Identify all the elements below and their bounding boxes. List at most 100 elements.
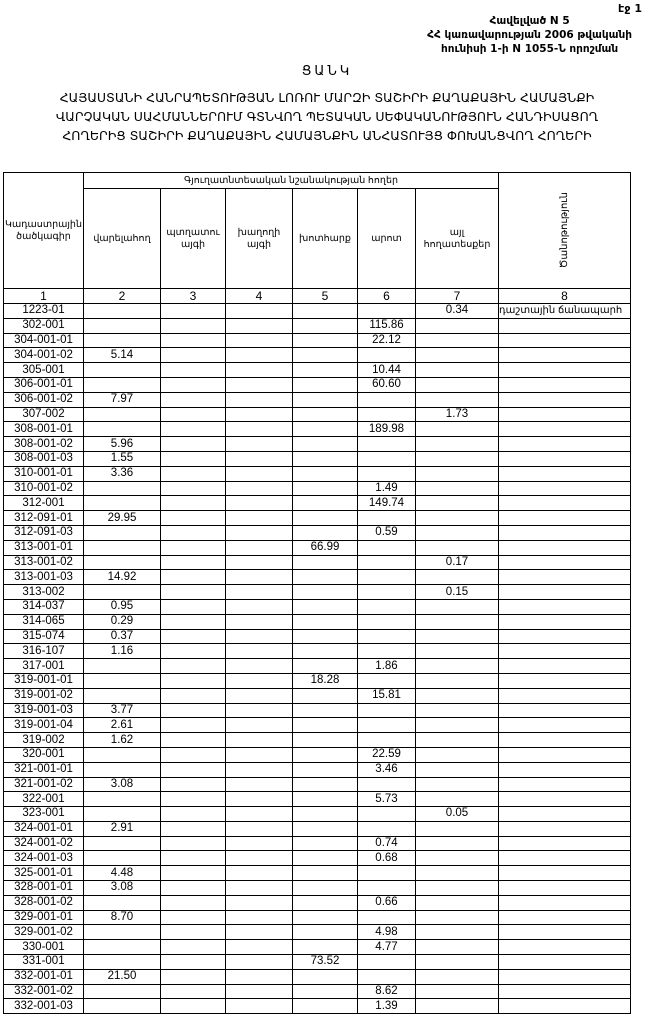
cell-cadastral-code: 314-037 xyxy=(3,598,84,615)
cell-pasture: 4.77 xyxy=(357,939,416,956)
cell-cadastral-code: 319-001-03 xyxy=(3,702,84,719)
table-row: 319-001-04 2.61 xyxy=(3,717,631,734)
table-row: 308-001-03 1.55 xyxy=(3,450,631,467)
cell-arable: 3.36 xyxy=(83,465,161,482)
cell-vineyard xyxy=(225,391,293,408)
cell-pasture: 1.39 xyxy=(357,998,416,1015)
column-number: 7 xyxy=(415,288,499,304)
cell-arable xyxy=(83,317,161,334)
cell-arable: 0.95 xyxy=(83,598,161,615)
table-row: 324-001-01 2.91 xyxy=(3,820,631,837)
cell-orchard xyxy=(160,820,226,837)
cell-hayfield: 66.99 xyxy=(292,539,358,556)
cell-arable xyxy=(83,687,161,704)
cell-cadastral-code: 330-001 xyxy=(3,939,84,956)
cell-pasture: 189.98 xyxy=(357,421,416,438)
cell-orchard xyxy=(160,791,226,808)
cell-pasture xyxy=(357,539,416,556)
cell-cadastral-code: 319-001-04 xyxy=(3,717,84,734)
cell-orchard xyxy=(160,628,226,645)
table-row: 332-001-03 1.39 xyxy=(3,998,631,1015)
cell-notes xyxy=(498,761,631,778)
cell-pasture xyxy=(357,954,416,970)
cell-orchard xyxy=(160,332,226,349)
cell-arable xyxy=(83,406,161,423)
cell-arable: 2.61 xyxy=(83,717,161,734)
table-row: 306-001-02 7.97 xyxy=(3,391,631,408)
cell-arable xyxy=(83,850,161,867)
cell-vineyard xyxy=(225,983,293,1000)
header-notes: Ծանոթություն xyxy=(498,172,631,289)
cell-pasture xyxy=(357,776,416,793)
land-table: Կադաստրային ծածկագիր Գյուղատնտեսական նշա… xyxy=(3,172,631,1015)
cell-arable: 3.08 xyxy=(83,880,161,896)
cell-arable: 21.50 xyxy=(83,968,161,985)
table-row: 312-001 149.74 xyxy=(3,495,631,512)
cell-pasture xyxy=(357,672,416,689)
cell-cadastral-code: 314-065 xyxy=(3,613,84,630)
cell-arable xyxy=(83,746,161,763)
cell-notes xyxy=(498,539,631,556)
cell-hayfield xyxy=(292,510,358,526)
cell-other-lands xyxy=(415,939,499,956)
cell-orchard xyxy=(160,968,226,985)
cell-other-lands xyxy=(415,998,499,1015)
cell-other-lands xyxy=(415,894,499,911)
cell-vineyard xyxy=(225,909,293,926)
cell-hayfield: 73.52 xyxy=(292,954,358,970)
table-row: 314-037 0.95 xyxy=(3,598,631,615)
table-row: 324-001-02 0.74 xyxy=(3,835,631,852)
cell-pasture xyxy=(357,732,416,748)
cell-notes xyxy=(498,569,631,586)
cell-pasture: 0.74 xyxy=(357,835,416,852)
cell-vineyard xyxy=(225,317,293,334)
cell-notes xyxy=(498,672,631,689)
cell-hayfield xyxy=(292,702,358,719)
cell-arable: 1.62 xyxy=(83,732,161,748)
cell-orchard xyxy=(160,835,226,852)
cell-notes xyxy=(498,317,631,334)
cell-arable xyxy=(83,303,161,319)
cell-arable: 5.96 xyxy=(83,436,161,452)
cell-notes xyxy=(498,894,631,911)
cell-other-lands xyxy=(415,465,499,482)
cell-other-lands xyxy=(415,924,499,941)
cell-pasture xyxy=(357,465,416,482)
page-number: էջ 1 xyxy=(618,2,642,15)
cell-notes xyxy=(498,613,631,630)
cell-arable: 8.70 xyxy=(83,909,161,926)
cell-pasture xyxy=(357,643,416,660)
cell-orchard xyxy=(160,480,226,497)
cell-hayfield xyxy=(292,658,358,674)
cell-arable xyxy=(83,672,161,689)
cell-notes xyxy=(498,880,631,896)
cell-cadastral-code: 304-001-01 xyxy=(3,332,84,349)
table-row: 325-001-01 4.48 xyxy=(3,865,631,882)
cell-notes xyxy=(498,791,631,808)
cell-vineyard xyxy=(225,554,293,571)
cell-pasture: 1.86 xyxy=(357,658,416,674)
cell-other-lands xyxy=(415,376,499,393)
table-row: 329-001-01 8.70 xyxy=(3,909,631,926)
cell-pasture xyxy=(357,569,416,586)
table-row: 328-001-01 3.08 xyxy=(3,880,631,896)
cell-orchard xyxy=(160,746,226,763)
table-row: 310-001-02 1.49 xyxy=(3,480,631,497)
cell-cadastral-code: 324-001-02 xyxy=(3,835,84,852)
cell-pasture xyxy=(357,880,416,896)
cell-other-lands xyxy=(415,510,499,526)
cell-orchard xyxy=(160,998,226,1015)
cell-other-lands xyxy=(415,850,499,867)
table-row: 315-074 0.37 xyxy=(3,628,631,645)
cell-notes xyxy=(498,510,631,526)
cell-pasture xyxy=(357,510,416,526)
cell-arable: 7.97 xyxy=(83,391,161,408)
cell-pasture: 149.74 xyxy=(357,495,416,512)
cell-hayfield xyxy=(292,613,358,630)
cell-other-lands xyxy=(415,954,499,970)
document-title: ՑԱՆԿ xyxy=(301,64,353,79)
cell-orchard xyxy=(160,717,226,734)
cell-other-lands xyxy=(415,687,499,704)
cell-arable: 3.08 xyxy=(83,776,161,793)
cell-arable: 1.16 xyxy=(83,643,161,660)
